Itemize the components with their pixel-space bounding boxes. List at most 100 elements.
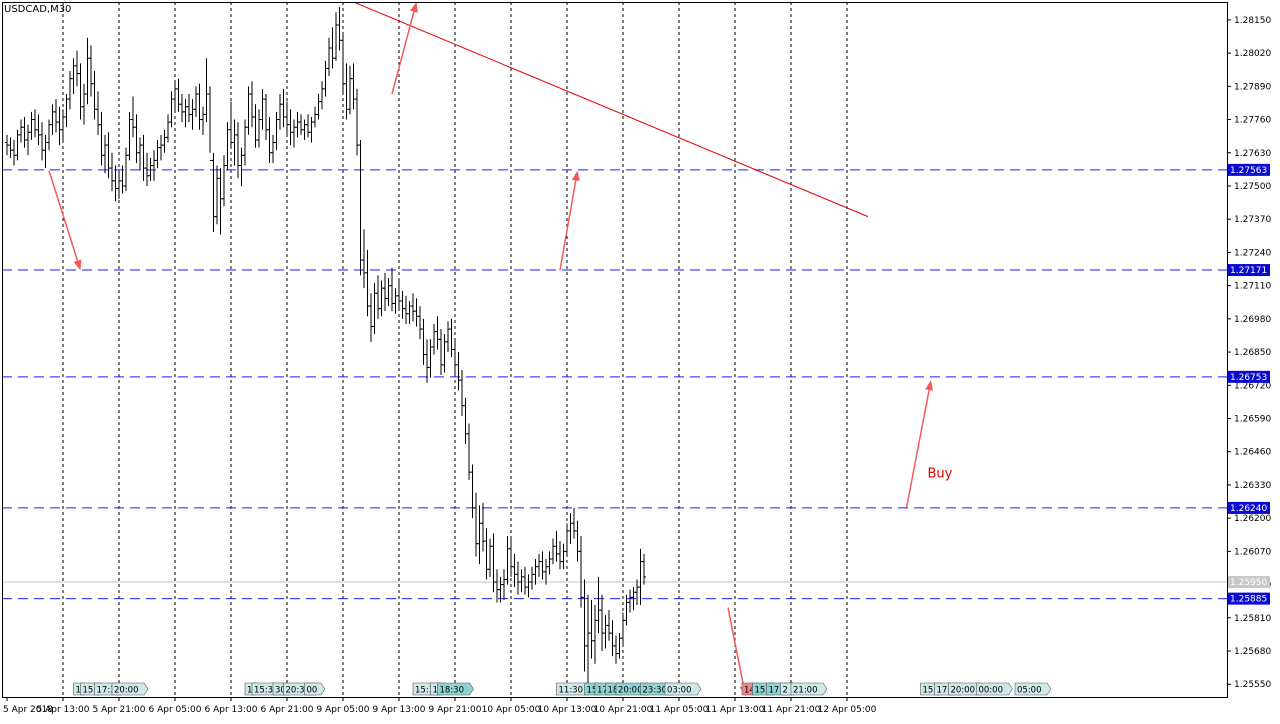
ohlc-bar [365,249,370,317]
y-tick-label: 1.26200 [1234,514,1271,524]
ohlc-bar [617,633,622,659]
ohlc-bar [222,155,226,207]
ohlc-bar [470,464,475,519]
ohlc-bar [477,505,482,565]
trend-line [353,1,869,218]
arrow-head [73,259,82,271]
ohlc-bar [330,27,335,69]
ohlc-bar [64,93,69,128]
ohlc-bar [348,65,352,115]
ohlc-bar [113,165,118,202]
ohlc-bar [169,91,174,128]
y-tick-label: 1.26590 [1234,414,1271,424]
ohlc-bar [124,147,128,192]
ohlc-bar [22,116,27,148]
ohlc-bar [400,290,405,319]
ohlc-bar [309,116,314,143]
ohlc-bar [589,599,594,659]
arrow-shaft [48,170,79,261]
x-tick-label: 10 Apr 13:00 [538,705,597,715]
chart-drawings: Buy [48,1,953,696]
ohlc-bar [33,109,37,138]
ohlc-bar [61,109,65,140]
level-price-label: 1.26240 [1230,504,1267,514]
ohlc-bar [393,288,398,314]
ohlc-bar [372,283,377,335]
ohlc-bar [239,147,244,186]
event-marker-label: 2 [783,686,788,696]
event-marker-label: 20:00 [114,686,139,696]
arrow-head [925,380,934,391]
ohlc-bar [635,579,639,606]
ohlc-bar [614,635,618,664]
ohlc-bar [502,569,506,600]
ohlc-bar [418,306,422,340]
ohlc-bar [341,32,345,94]
ohlc-bar [36,114,41,146]
ohlc-bar [145,152,149,186]
ohlc-bar [484,528,489,580]
ohlc-bar [600,594,604,652]
ohlc-bar [491,533,496,593]
ohlc-bar [278,93,282,130]
ohlc-bar [194,86,198,117]
event-marker-label: 1 [433,686,438,696]
ohlc-bar [197,83,202,130]
y-tick-label: 1.26850 [1234,348,1271,358]
ohlc-bar [201,106,205,135]
arrow-annotation [905,380,934,509]
ohlc-bar [180,93,184,123]
ohlc-bar [428,339,433,378]
ohlc-bar [467,423,471,480]
ohlc-bar [435,316,440,350]
ohlc-bar [106,132,111,179]
y-tick-label: 1.26070 [1234,547,1271,557]
ohlc-bar [250,81,254,128]
y-tick-label: 1.27500 [1234,182,1271,192]
ohlc-bar [320,81,324,110]
event-marker-box [1014,682,1052,696]
event-marker: 00:00 [976,682,1013,696]
event-marker-label: 23:30 [643,686,668,696]
ohlc-bar [57,106,62,146]
ohlc-bar [344,63,349,120]
ohlc-bar [376,275,380,319]
event-marker-label: 1 [76,686,81,696]
ohlc-bar [568,513,573,544]
event-marker-label: 15: [83,686,97,696]
ohlc-bar [229,101,233,148]
ohlc-bar [75,50,79,87]
x-tick-label: 10 Apr 21:00 [594,705,653,715]
ohlc-bar [285,101,289,135]
x-tick-label: 6 Apr 13:00 [205,705,258,715]
x-tick-label: 11 Apr 05:00 [650,705,709,715]
ohlc-bar [624,594,629,626]
ohlc-bar [505,536,510,585]
ohlc-bar [526,574,531,598]
ohlc-bar [8,137,13,158]
event-marker-label: 20:00 [618,686,643,696]
x-tick-label: 9 Apr 21:00 [429,705,482,715]
ohlc-bar [547,551,552,575]
ohlc-bar [134,114,139,163]
ohlc-bar [99,111,104,166]
ohlc-bar [544,559,548,585]
event-marker: 00 [304,682,326,696]
arrow-head [410,2,418,13]
ohlc-bar [183,99,188,128]
y-tick-label: 1.26980 [1234,315,1271,325]
current-price-badge [1228,576,1270,589]
event-marker-label: 20:30 [286,686,311,696]
event-marker-box [976,682,1013,696]
x-tick-label: 12 Apr 05:00 [818,705,877,715]
ohlc-bar [141,134,146,181]
ohlc-bar [103,134,107,174]
event-marker-label: 18 [608,686,619,696]
ohlc-bar [628,589,632,613]
ohlc-bar [218,168,223,235]
event-marker: 05:00 [1014,682,1052,696]
ohlc-bar [281,88,286,128]
arrow-annotation [48,170,82,271]
ohlc-bar [404,295,408,324]
